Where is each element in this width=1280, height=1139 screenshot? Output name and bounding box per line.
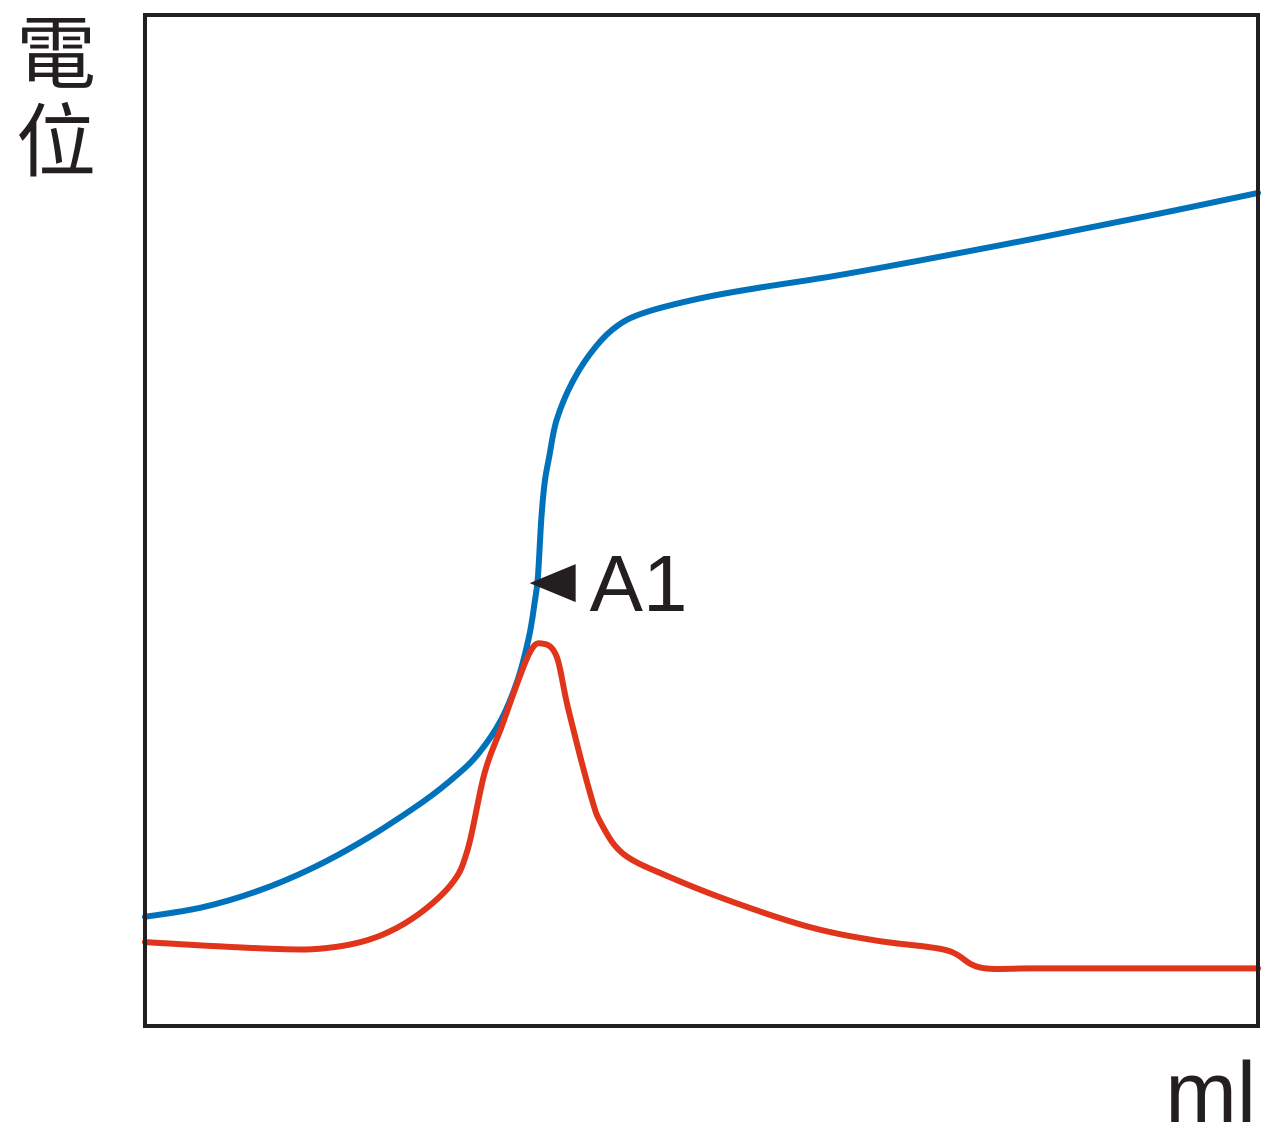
annotation-label-1: A1 bbox=[590, 539, 688, 628]
annotation-layer: A1 bbox=[529, 539, 688, 628]
y-axis-label-char-1: 電 bbox=[16, 8, 96, 101]
x-axis-label: ml bbox=[1165, 1045, 1256, 1139]
series-line-1 bbox=[142, 189, 1261, 920]
plot-frame bbox=[143, 13, 1260, 1028]
annotation-marker-1 bbox=[529, 564, 576, 603]
series-line-2 bbox=[142, 640, 1261, 972]
series-layer bbox=[142, 189, 1261, 972]
y-axis-label-char-2: 位 bbox=[16, 96, 96, 189]
